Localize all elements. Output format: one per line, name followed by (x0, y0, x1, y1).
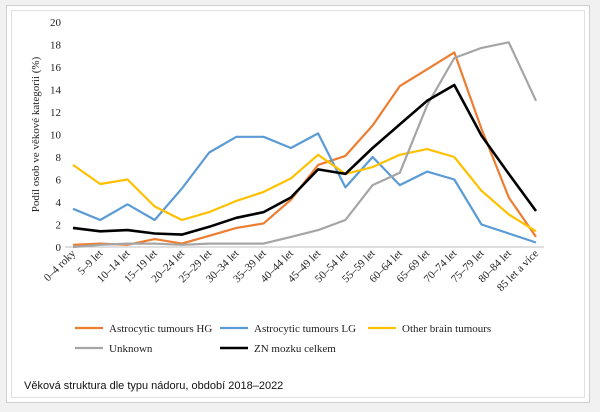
y-tick-label: 4 (56, 197, 62, 209)
chart-lines (72, 41, 538, 249)
y-tick-label: 18 (50, 40, 62, 52)
series-line-other-brain-tumours (72, 148, 537, 233)
y-tick-label: 2 (56, 220, 62, 232)
chart-legend: Astrocytic tumours HG Astrocytic tumours … (75, 323, 491, 355)
series-line-unknown (72, 41, 537, 249)
y-tick-label: 8 (56, 152, 62, 164)
figure-caption: Věková struktura dle typu nádoru, období… (24, 380, 284, 392)
series-line-astrocytic-tumours-hg (72, 51, 537, 246)
y-tick-label: 12 (50, 107, 61, 119)
y-tick-label: 16 (50, 62, 62, 74)
legend-label-other-brain-tumours: Other brain tumours (402, 323, 491, 335)
legend-label-astrocytic-tumours-hg: Astrocytic tumours HG (109, 323, 212, 335)
y-tick-label: 0 (56, 242, 62, 254)
y-axis-label: Podíl osob ve věkové kategorii (%) (30, 56, 42, 212)
chart-axes: 0 2 4 6 8 10 12 14 16 18 20 Podíl osob ve věkové ka… (30, 17, 544, 294)
chart-frame (6, 5, 590, 403)
y-tick-label: 14 (50, 85, 62, 97)
y-tick-label: 10 (50, 130, 62, 142)
legend-label-unknown: Unknown (109, 343, 153, 355)
legend-label-zn-mozku-celkem: ZN mozku celkem (254, 343, 336, 355)
series-line-zn-mozku-celkem (72, 83, 538, 236)
series-line-astrocytic-tumours-lg (72, 132, 537, 244)
y-tick-label: 6 (56, 175, 62, 187)
y-tick-label: 20 (50, 17, 62, 29)
legend-label-astrocytic-tumours-lg: Astrocytic tumours LG (254, 323, 356, 335)
